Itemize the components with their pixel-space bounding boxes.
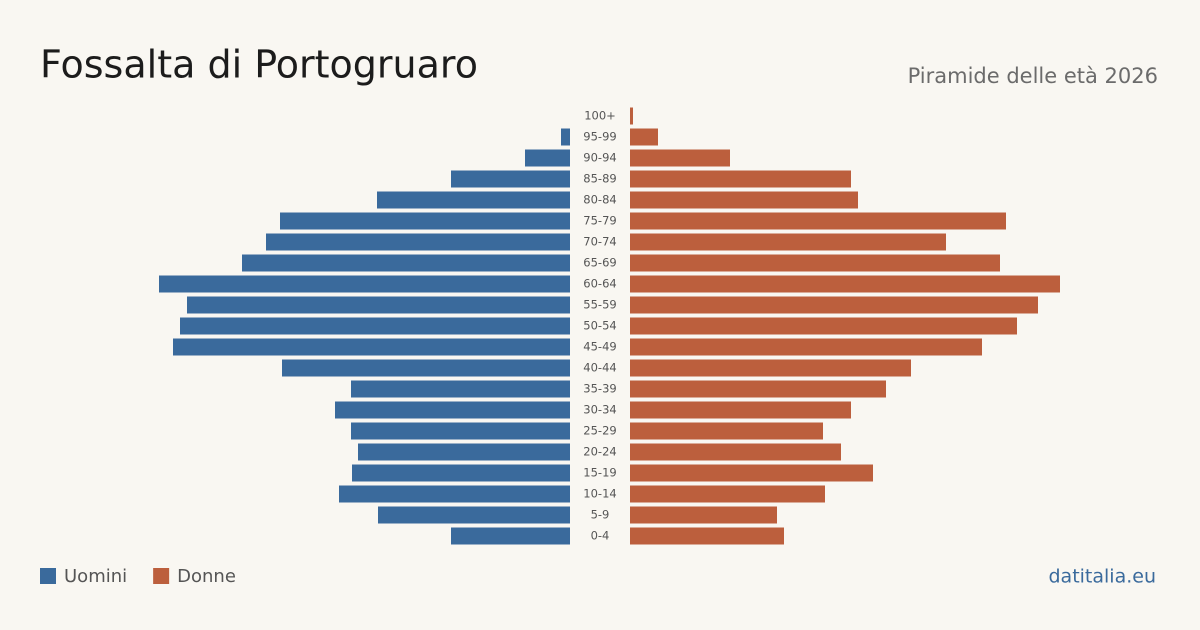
bar <box>630 296 1038 314</box>
category-label: 30-34 <box>583 403 616 417</box>
category-label: 60-64 <box>583 277 616 291</box>
bar <box>630 317 1017 335</box>
bar <box>335 401 570 419</box>
bar <box>352 464 570 482</box>
bar <box>630 359 911 377</box>
bar <box>377 191 570 209</box>
legend-swatch <box>153 568 170 584</box>
category-label: 25-29 <box>583 424 616 438</box>
category-label: 95-99 <box>583 130 616 144</box>
category-label: 75-79 <box>583 214 616 228</box>
bar <box>630 107 633 125</box>
bar <box>630 170 851 188</box>
category-label: 50-54 <box>583 319 616 333</box>
bar <box>339 485 570 503</box>
bar <box>282 359 570 377</box>
bar <box>242 254 570 272</box>
bar <box>187 296 570 314</box>
bar <box>378 506 570 524</box>
bar <box>173 338 570 356</box>
bar <box>451 170 570 188</box>
category-label: 5-9 <box>591 508 610 522</box>
category-label: 45-49 <box>583 340 616 354</box>
category-label: 70-74 <box>583 235 616 249</box>
chart-title: Fossalta di Portogruaro <box>40 43 478 87</box>
bar <box>630 443 841 461</box>
bar <box>630 128 658 146</box>
bar <box>630 233 946 251</box>
legend-swatch <box>40 568 56 584</box>
bar <box>630 527 784 545</box>
bar <box>351 422 570 440</box>
bar <box>525 149 570 167</box>
bar <box>630 464 873 482</box>
chart-subtitle: Piramide delle età 2026 <box>908 64 1158 88</box>
category-label: 15-19 <box>583 466 616 480</box>
bar <box>630 212 1006 230</box>
category-label: 10-14 <box>583 487 616 501</box>
category-label: 65-69 <box>583 256 616 270</box>
bar <box>451 527 570 545</box>
legend-label: Uomini <box>64 566 127 587</box>
bar <box>630 380 886 398</box>
bar <box>280 212 570 230</box>
bar <box>159 275 570 293</box>
bar <box>358 443 570 461</box>
bar <box>630 485 825 503</box>
category-label: 0-4 <box>591 529 610 543</box>
bar <box>630 254 1000 272</box>
category-label: 35-39 <box>583 382 616 396</box>
source: datitalia.eu <box>1049 566 1157 588</box>
bar <box>630 149 730 167</box>
bar <box>180 317 570 335</box>
category-label: 55-59 <box>583 298 616 312</box>
category-label: 20-24 <box>583 445 616 459</box>
category-label: 40-44 <box>583 361 616 375</box>
bar <box>630 275 1060 293</box>
bar <box>561 128 570 146</box>
bar <box>266 233 570 251</box>
bar <box>630 191 858 209</box>
bar <box>351 380 570 398</box>
bar <box>630 506 777 524</box>
bar <box>630 422 823 440</box>
legend-label: Donne <box>177 566 236 587</box>
category-label: 100+ <box>584 109 616 123</box>
bar <box>630 338 982 356</box>
category-label: 90-94 <box>583 151 616 165</box>
bar <box>630 401 851 419</box>
category-label: 80-84 <box>583 193 616 207</box>
category-label: 85-89 <box>583 172 616 186</box>
